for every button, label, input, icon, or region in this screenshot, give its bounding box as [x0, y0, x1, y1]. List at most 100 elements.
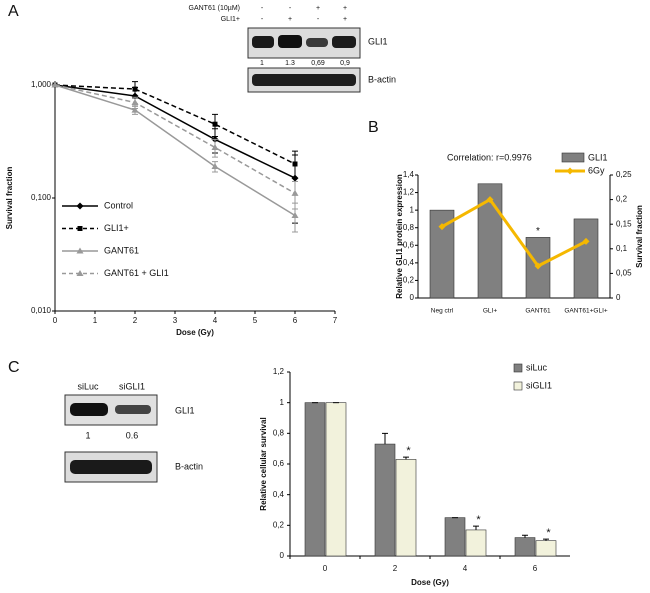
panel-label: C: [8, 359, 20, 376]
x-tick-label: GANT61+GLI+: [564, 308, 608, 315]
annotation: *: [546, 527, 551, 539]
y-tick-label: 0,010: [31, 306, 52, 315]
y-tick-label: 0,4: [403, 258, 415, 267]
legend-marker: [77, 226, 83, 231]
series-line: [54, 84, 296, 217]
y-tick-label: 0,8: [273, 428, 285, 437]
series-line: [54, 84, 296, 194]
x-tick-label: GLI+: [483, 308, 497, 315]
bar: [573, 218, 599, 299]
y-tick-label: 0,6: [403, 240, 415, 249]
quantification: 0,69: [311, 60, 325, 67]
legend-label: GLI1+: [104, 223, 129, 233]
treatment-label: GANT61 (10µM): [189, 5, 241, 12]
marker: [51, 81, 59, 88]
bar: [444, 517, 466, 557]
treatment-sign: -: [317, 16, 320, 23]
chart-title: Correlation: r=0.9976: [447, 152, 532, 162]
y-tick-label: 0,100: [31, 193, 52, 202]
bar: [325, 402, 347, 557]
y-tick-label: 0,8: [403, 223, 415, 232]
axis-label: Relative cellular survival: [259, 417, 268, 510]
legend-marker: [76, 247, 84, 254]
x-tick-label: GANT61: [525, 308, 551, 315]
marker: [132, 86, 138, 92]
treatment-sign: +: [343, 5, 347, 12]
marker: [486, 196, 494, 204]
y-tick-label: 0,6: [273, 459, 285, 468]
legend-marker: [566, 167, 574, 175]
legend-label: GANT61: [104, 245, 139, 255]
x-tick-label: 5: [253, 316, 258, 325]
legend-label: GLI1: [588, 152, 608, 162]
error-bar: [543, 538, 549, 541]
treatment-sign: -: [261, 5, 264, 12]
marker: [582, 237, 590, 245]
quantification: 0.6: [126, 430, 139, 440]
y-tick-label: 0: [280, 551, 285, 560]
marker: [131, 106, 139, 113]
marker: [292, 161, 298, 167]
y-tick-label: 1,2: [403, 188, 415, 197]
marker: [211, 163, 219, 170]
x-tick-label: 3: [173, 316, 178, 325]
panel-label: B: [368, 119, 379, 136]
y-tick-label: 1,2: [273, 367, 285, 376]
band-label: B-actin: [368, 74, 396, 84]
axis-label: Dose (Gy): [176, 328, 214, 337]
y-tick-label: 0,1: [616, 244, 628, 253]
legend-swatch: [513, 381, 523, 391]
axis-label: Dose (Gy): [411, 578, 449, 587]
y-tick-label: 0,4: [273, 490, 285, 499]
error-bar: [473, 525, 479, 530]
bar: [395, 459, 417, 557]
treatment-sign: +: [288, 16, 292, 23]
error-bar: [403, 456, 409, 460]
treatment-sign: +: [316, 5, 320, 12]
y-tick-label: 0,25: [616, 170, 632, 179]
quantification: 1: [260, 60, 264, 67]
y-tick-label: 0: [410, 293, 415, 302]
x-tick-label: 2: [133, 316, 138, 325]
marker: [131, 99, 139, 106]
x-tick-label: 7: [333, 316, 338, 325]
bar: [535, 540, 557, 557]
lane-label: siGLI1: [119, 381, 145, 391]
legend-marker: [76, 202, 84, 210]
bar: [465, 529, 487, 557]
x-tick-label: 4: [463, 564, 468, 573]
x-tick-label: 6: [533, 564, 538, 573]
annotation: *: [476, 514, 481, 526]
marker: [534, 262, 542, 270]
panel-label: A: [8, 3, 19, 20]
marker: [291, 189, 299, 196]
band-label: GLI1: [368, 36, 388, 46]
y-tick-label: 1: [280, 398, 285, 407]
quantification: 1.3: [285, 60, 295, 67]
series-line: [54, 84, 296, 165]
series-line: [441, 197, 587, 268]
y-tick-label: 0,2: [273, 520, 285, 529]
y-tick-label: 0,15: [616, 219, 632, 228]
x-tick-label: 0: [53, 316, 58, 325]
annotation: *: [536, 226, 540, 237]
band-label: GLI1: [175, 405, 195, 415]
treatment-sign: +: [343, 16, 347, 23]
marker: [291, 212, 299, 219]
series-line: [54, 84, 296, 179]
x-tick-label: 1: [93, 316, 98, 325]
lane-label: siLuc: [77, 381, 99, 391]
y-tick-label: 0,2: [616, 195, 628, 204]
quantification: 0,9: [340, 60, 350, 67]
y-tick-label: 1,4: [403, 170, 415, 179]
axis-label: Relative GLI1 protein expression: [395, 174, 404, 299]
treatment-sign: -: [289, 5, 292, 12]
y-tick-label: 1,000: [31, 80, 52, 89]
y-tick-label: 1: [410, 205, 415, 214]
marker: [211, 143, 219, 150]
legend-label: 6Gy: [588, 165, 605, 175]
quantification: 1: [85, 430, 90, 440]
annotation: *: [406, 445, 411, 457]
